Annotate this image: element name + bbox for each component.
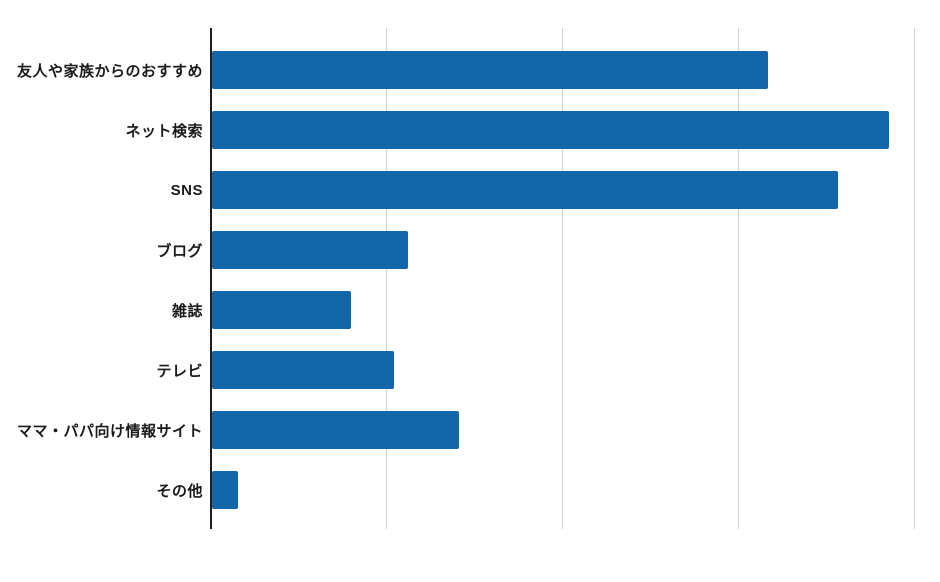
gridline <box>737 28 739 529</box>
bar <box>212 51 769 89</box>
category-label: SNS <box>170 181 203 199</box>
gridline <box>561 28 563 529</box>
category-label: ブログ <box>156 242 203 260</box>
bar-area <box>212 231 940 269</box>
chart-row: SNS <box>0 171 940 231</box>
bar-area <box>212 171 940 209</box>
bar <box>212 171 839 209</box>
category-label: その他 <box>156 482 203 500</box>
chart-row: ネット検索 <box>0 111 940 171</box>
bar-area <box>212 411 940 449</box>
chart-rows: 友人や家族からのおすすめ ネット検索 SNS ブログ 雑誌 <box>0 51 940 531</box>
gridline <box>385 28 387 529</box>
y-axis-line <box>210 28 212 529</box>
bar-area <box>212 111 940 149</box>
plot-area <box>210 28 940 529</box>
bar-area <box>212 51 940 89</box>
chart-row: ママ・パパ向け情報サイト <box>0 411 940 471</box>
chart-row: テレビ <box>0 351 940 411</box>
category-label: 雑誌 <box>171 302 203 320</box>
bar <box>212 471 239 509</box>
chart-row: 雑誌 <box>0 291 940 351</box>
bar <box>212 351 395 389</box>
bar-area <box>212 291 940 329</box>
category-label: テレビ <box>156 362 203 380</box>
category-label: ネット検索 <box>125 122 203 140</box>
bar <box>212 231 409 269</box>
bar <box>212 111 890 149</box>
bar-area <box>212 471 940 509</box>
gridline <box>913 28 915 529</box>
category-label: 友人や家族からのおすすめ <box>16 62 203 80</box>
bar <box>212 411 460 449</box>
chart-row: その他 <box>0 471 940 531</box>
category-label: ママ・パパ向け情報サイト <box>16 422 203 440</box>
chart-row: ブログ <box>0 231 940 291</box>
chart-row: 友人や家族からのおすすめ <box>0 51 940 111</box>
bar <box>212 291 351 329</box>
bar-area <box>212 351 940 389</box>
